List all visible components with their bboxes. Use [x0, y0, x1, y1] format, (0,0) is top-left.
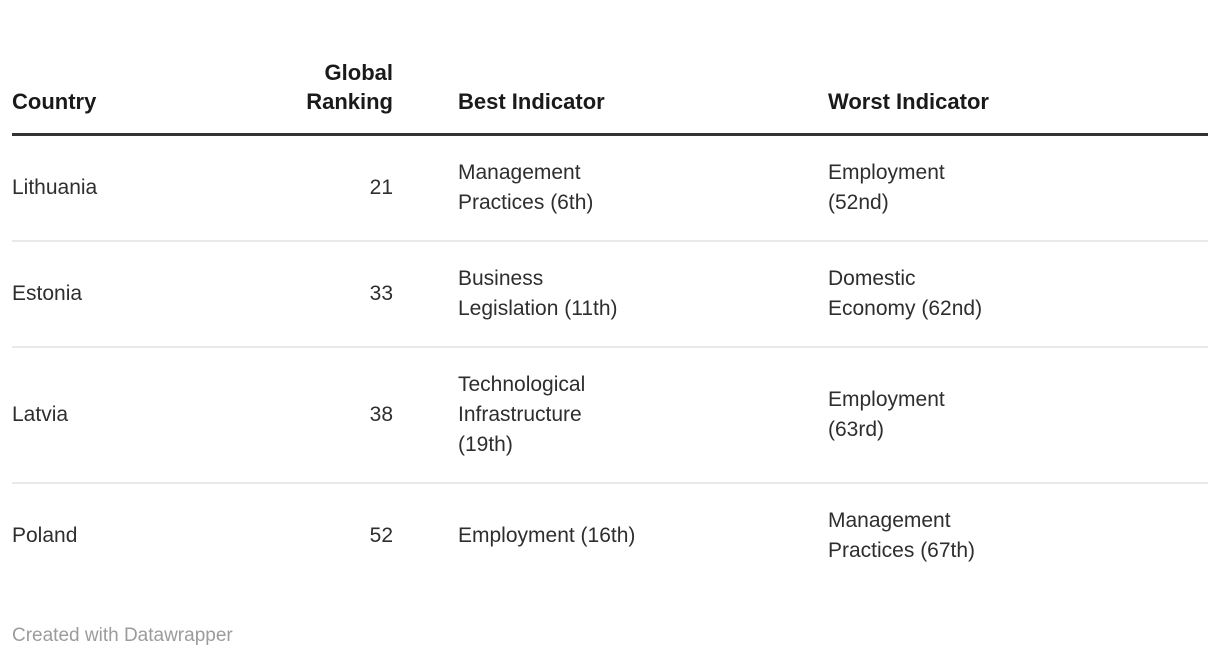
- cell-line: (52nd): [828, 190, 889, 214]
- global-ranking-cell: 52: [369, 523, 393, 547]
- column-header-best-indicator: Best Indicator: [458, 89, 605, 115]
- cell-line: Technological: [458, 372, 586, 396]
- country-ranking-table: Country Global Ranking Best Indicator Wo…: [12, 45, 1208, 588]
- cell-line: (19th): [458, 432, 513, 456]
- cell-line: Economy (62nd): [828, 296, 983, 320]
- cell-line: Infrastructure: [458, 402, 582, 426]
- column-header-country: Country: [12, 89, 97, 115]
- cell-line: Legislation (11th): [458, 296, 618, 320]
- worst-indicator-cell: Employment (52nd): [763, 134, 1208, 241]
- cell-line: Management: [458, 160, 581, 184]
- global-ranking-cell: 33: [369, 281, 393, 305]
- cell-line: Employment: [828, 387, 945, 411]
- column-header-worst-indicator: Worst Indicator: [828, 89, 989, 115]
- best-indicator-cell: Management Practices (6th): [393, 134, 763, 241]
- table-body: Lithuania 21 Management Practices (6th) …: [12, 134, 1208, 588]
- table-row-estonia: Estonia 33 Business Legislation (11th) D…: [12, 241, 1208, 347]
- worst-indicator-cell: Employment (63rd): [763, 347, 1208, 483]
- cell-line: Business: [458, 266, 544, 290]
- datawrapper-credit-link[interactable]: Created with Datawrapper: [12, 624, 233, 646]
- header-row: Country Global Ranking Best Indicator Wo…: [12, 45, 1208, 134]
- cell-line: Domestic: [828, 266, 916, 290]
- cell-line: Employment (16th): [458, 523, 636, 547]
- country-cell: Poland: [12, 523, 78, 547]
- cell-line: Employment: [828, 160, 945, 184]
- table-row-poland: Poland 52 Employment (16th) Management P…: [12, 483, 1208, 588]
- global-ranking-cell: 38: [369, 402, 393, 426]
- country-cell: Lithuania: [12, 175, 98, 199]
- cell-line: Practices (67th): [828, 538, 976, 562]
- country-cell: Estonia: [12, 281, 83, 305]
- worst-indicator-cell: Management Practices (67th): [763, 483, 1208, 588]
- global-ranking-cell: 21: [369, 175, 393, 199]
- cell-line: Management: [828, 508, 951, 532]
- best-indicator-cell: Business Legislation (11th): [393, 241, 763, 347]
- cell-line: Practices (6th): [458, 190, 594, 214]
- column-header-global-ranking: Global Ranking: [306, 60, 393, 115]
- table-header: Country Global Ranking Best Indicator Wo…: [12, 45, 1208, 134]
- best-indicator-cell: Employment (16th): [393, 483, 763, 588]
- country-cell: Latvia: [12, 402, 69, 426]
- best-indicator-cell: Technological Infrastructure (19th): [393, 347, 763, 483]
- table-row-latvia: Latvia 38 Technological Infrastructure (…: [12, 347, 1208, 483]
- cell-line: (63rd): [828, 417, 885, 441]
- worst-indicator-cell: Domestic Economy (62nd): [763, 241, 1208, 347]
- table-row-lithuania: Lithuania 21 Management Practices (6th) …: [12, 134, 1208, 241]
